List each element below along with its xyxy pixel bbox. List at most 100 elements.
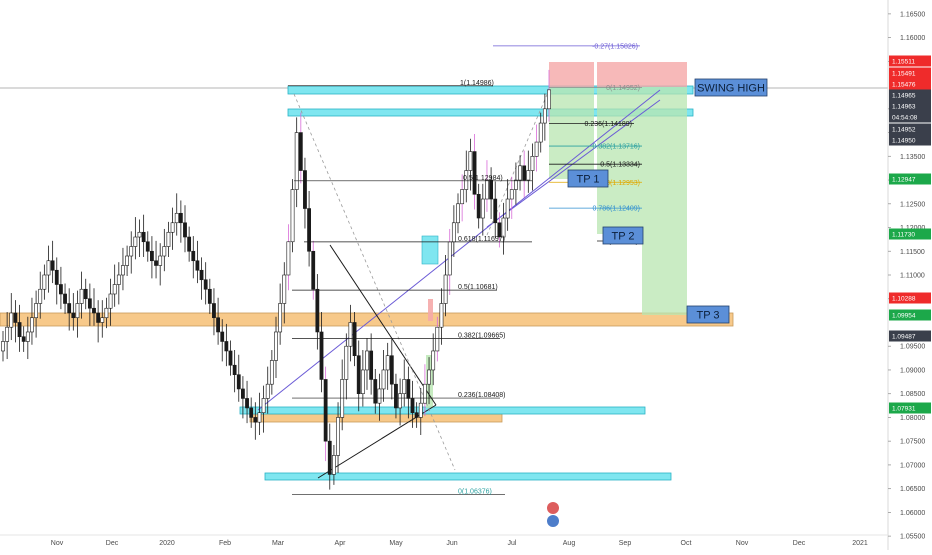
price-tag — [889, 67, 931, 79]
fib-level-label: 0.5(1.13334) — [600, 162, 640, 169]
label-boxes-layer: SWING HIGH TP 1 TP 2 TP 3 — [567, 78, 768, 324]
price-tag — [889, 228, 931, 240]
candle-body — [129, 246, 134, 257]
candle-body — [17, 322, 22, 338]
candle-body — [241, 388, 245, 399]
candle-body — [547, 89, 551, 110]
price-tag-label: 04:54:08 — [892, 114, 918, 121]
price-tag — [889, 111, 931, 123]
price-tick-label: 1.16500 — [900, 11, 925, 18]
candle-body — [501, 217, 506, 238]
candle-body — [323, 379, 328, 442]
candle-body — [319, 331, 324, 380]
candle-body — [236, 374, 241, 390]
candle-body — [125, 255, 129, 266]
annotation-label: TP 2 — [611, 231, 634, 243]
target-zone — [642, 87, 687, 315]
price-tag — [889, 309, 931, 321]
fib-level-label: 0.382(1.09665) — [458, 332, 505, 339]
fib-level-label: 0.618(1.11697) — [458, 236, 505, 243]
price-tick-label: 1.09000 — [900, 367, 925, 374]
price-tag-label: 1.14963 — [892, 103, 916, 110]
candle-body — [542, 108, 547, 124]
candle-body — [174, 212, 179, 224]
candle-body — [1, 341, 5, 352]
price-tag — [889, 330, 931, 342]
candles-layer — [1, 69, 551, 490]
candle-body — [365, 350, 369, 371]
candle-body — [480, 198, 485, 219]
price-tick-label: 1.05500 — [900, 534, 925, 541]
candle-body — [274, 331, 278, 361]
candle-body — [162, 246, 167, 257]
price-tag-label: 1.15491 — [892, 70, 916, 77]
fib-diagonal — [293, 93, 456, 471]
candle-body — [340, 379, 345, 418]
candle-body — [63, 293, 67, 304]
candle-body — [145, 241, 150, 252]
fib-level-label: 0(1.06376) — [458, 489, 492, 496]
candle-body — [133, 236, 138, 247]
channel-trendline — [486, 99, 661, 228]
candle-body — [472, 151, 477, 195]
logo-mark — [547, 515, 559, 527]
price-tick-label: 1.07000 — [900, 462, 925, 469]
candle-body — [59, 284, 63, 295]
annotation-box — [602, 226, 644, 245]
candle-body — [311, 250, 316, 290]
candle-body — [5, 326, 10, 342]
time-axis-label: May — [389, 540, 403, 547]
fib-level-label: 0.5(1.12984) — [463, 175, 503, 182]
candle-body — [42, 274, 47, 290]
candle-body — [228, 350, 233, 366]
candle-body — [360, 369, 365, 394]
candle-body — [348, 322, 353, 347]
time-axis-label: Dec — [106, 540, 119, 547]
candle-body — [315, 288, 320, 333]
price-tag — [889, 55, 931, 67]
time-axis-label: Aug — [563, 540, 576, 547]
price-tick-label: 1.06000 — [900, 510, 925, 517]
candle-body — [154, 260, 158, 266]
candle-body — [418, 402, 423, 418]
candle-body — [468, 151, 473, 171]
candle-body — [203, 279, 208, 290]
candle-body — [526, 170, 531, 181]
candle-body — [100, 317, 105, 323]
candle-body — [435, 326, 440, 352]
fib-level-label: 0(1.14952) — [606, 85, 640, 92]
candle-body — [394, 383, 398, 409]
resistance-zone — [287, 108, 694, 117]
price-tag — [889, 173, 931, 185]
candle-body — [178, 212, 183, 224]
candle-body — [9, 312, 14, 328]
candle-body — [402, 379, 407, 394]
candle-body — [505, 198, 510, 219]
candle-body — [352, 322, 357, 357]
candle-body — [294, 132, 299, 190]
price-tag-label: 1.07931 — [892, 405, 916, 412]
candle-body — [212, 303, 216, 319]
candle-body — [344, 345, 349, 380]
candle-body — [518, 165, 522, 181]
stop-zone — [597, 62, 687, 87]
fib-level-label: 0.236(1.14189) — [585, 121, 632, 128]
price-tick-label: 1.06500 — [900, 486, 925, 493]
price-tick-label: 1.16000 — [900, 35, 925, 42]
price-tag-label: 1.10288 — [892, 295, 916, 302]
time-axis-label: Jun — [446, 540, 457, 547]
annotation-box — [694, 78, 768, 97]
candle-body — [170, 222, 175, 233]
stop-zone — [428, 299, 433, 321]
candle-body — [71, 312, 76, 319]
price-tag — [889, 134, 931, 146]
candle-body — [79, 288, 84, 304]
annotation-label: TP 1 — [576, 174, 599, 186]
candle-body — [207, 288, 212, 304]
fib-level-label: 1(1.14986) — [460, 80, 494, 87]
annotation-box — [567, 169, 609, 188]
stop-zone — [549, 62, 594, 87]
price-tag-label: 1.12947 — [892, 176, 916, 183]
